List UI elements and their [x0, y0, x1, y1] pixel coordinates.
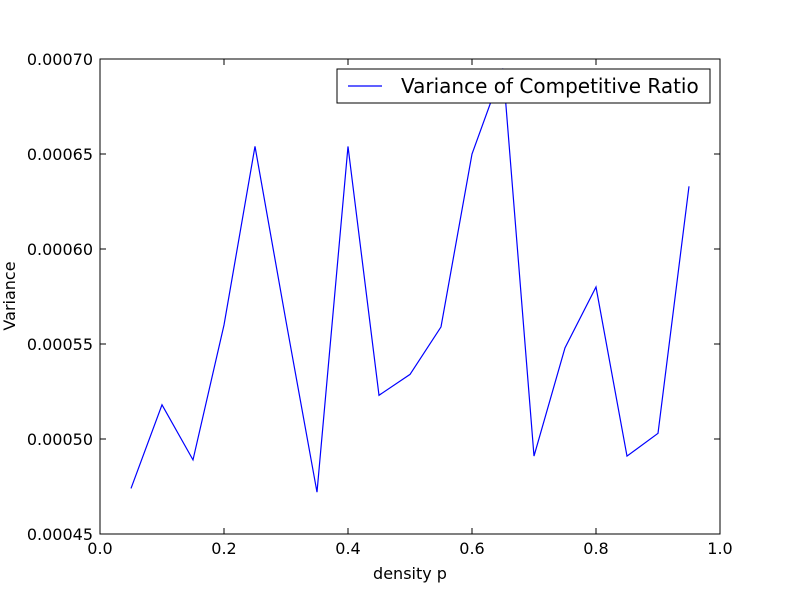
- y-tick-label: 0.00070: [27, 50, 93, 69]
- legend-box: [336, 68, 711, 104]
- x-tick-label: 0.4: [335, 539, 360, 558]
- legend: Variance of Competitive Ratio: [336, 68, 711, 104]
- y-tick-label: 0.00055: [27, 335, 93, 354]
- x-tick-label: 0.6: [459, 539, 484, 558]
- ticks-layer: 0.0 0.2 0.4 0.6 0.8 1.0 0.00045 0.00050 0.00055 0…: [27, 50, 733, 558]
- legend-label: Variance of Competitive Ratio: [401, 74, 699, 98]
- y-axis-label: Variance: [0, 261, 19, 330]
- y-tick-label: 0.00045: [27, 525, 93, 544]
- x-tick-label: 0.8: [583, 539, 608, 558]
- y-tick-label: 0.00065: [27, 145, 93, 164]
- x-tick-label: 1.0: [707, 539, 732, 558]
- y-tick-label: 0.00050: [27, 430, 93, 449]
- plot-frame: [99, 58, 721, 535]
- x-axis-label: density p: [373, 564, 447, 583]
- x-tick-label: 0.2: [211, 539, 236, 558]
- x-tick-label: 0.0: [87, 539, 112, 558]
- y-tick-label: 0.00060: [27, 240, 93, 259]
